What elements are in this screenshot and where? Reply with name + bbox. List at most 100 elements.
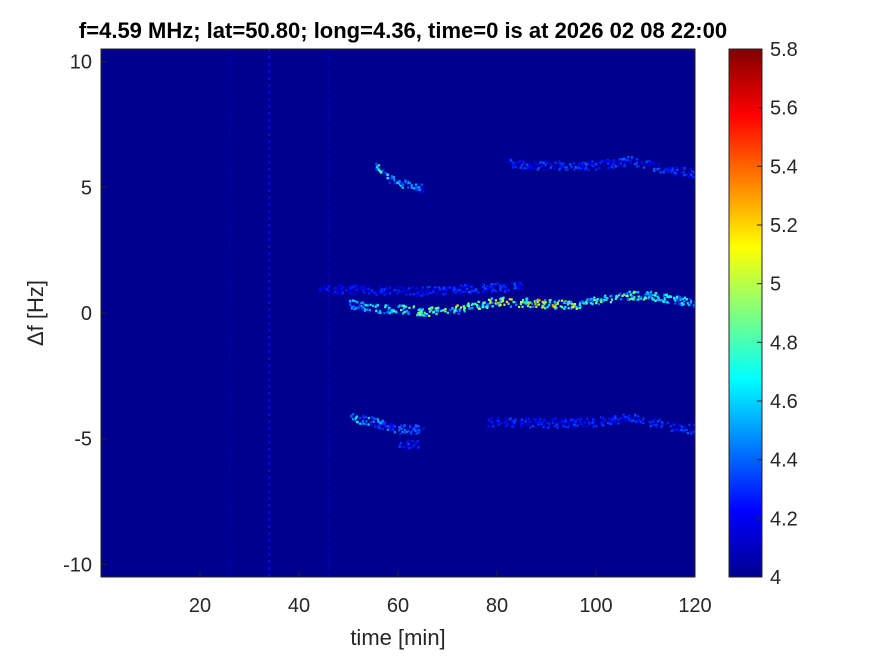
- trace-cell: [564, 305, 567, 309]
- trace-cell: [349, 300, 352, 303]
- trace-cell: [669, 425, 672, 428]
- trace-cell: [518, 160, 521, 163]
- trace-cell: [577, 164, 580, 167]
- trace-cell: [570, 166, 573, 169]
- trace-cell: [404, 180, 407, 184]
- trace-cell: [520, 159, 524, 162]
- trace-cell: [516, 160, 519, 164]
- trace-cell: [534, 303, 537, 306]
- trace-cell: [617, 422, 620, 425]
- trace-cell: [497, 417, 500, 420]
- trace-cell: [514, 286, 517, 290]
- trace-cell: [369, 303, 372, 306]
- trace-cell: [534, 162, 537, 165]
- trace-cell: [498, 301, 502, 304]
- trace-cell: [644, 163, 647, 166]
- trace-cell: [437, 306, 440, 309]
- trace-cell: [692, 430, 695, 433]
- trace-cell: [418, 293, 421, 297]
- trace-cell: [601, 159, 604, 162]
- trace-cell: [362, 289, 365, 292]
- trace-cell: [353, 308, 356, 311]
- trace-cell: [637, 298, 640, 301]
- trace-cell: [460, 290, 463, 293]
- trace-cell: [541, 306, 544, 309]
- trace-cell: [454, 308, 457, 311]
- trace-cell: [354, 418, 357, 421]
- trace-cell: [547, 426, 550, 429]
- colorbar-tick-label: 4.4: [770, 450, 798, 472]
- trace-cell: [623, 158, 626, 161]
- trace-cell: [377, 311, 380, 314]
- trace-cell: [521, 305, 524, 308]
- colorbar-tick-label: 4.2: [770, 508, 798, 530]
- trace-cell: [464, 288, 467, 291]
- trace-cell: [662, 170, 665, 173]
- trace-cell: [411, 286, 414, 289]
- trace-cell: [583, 419, 586, 422]
- trace-cell: [682, 168, 685, 171]
- trace-cell: [413, 432, 416, 436]
- trace-cell: [512, 425, 515, 428]
- trace-cell: [412, 427, 415, 430]
- trace-cell: [588, 421, 591, 424]
- trace-cell: [597, 303, 601, 306]
- trace-cell: [364, 423, 367, 426]
- trace-cell: [405, 293, 408, 296]
- trace-cell: [517, 286, 520, 289]
- trace-cell: [420, 294, 423, 297]
- trace-cell: [395, 311, 398, 314]
- trace-cell: [633, 163, 636, 166]
- trace-cell: [410, 446, 413, 449]
- trace-cell: [422, 427, 425, 430]
- trace-cell: [682, 428, 685, 431]
- trace-cell: [368, 291, 371, 294]
- trace-cell: [661, 423, 664, 426]
- trace-cell: [398, 181, 401, 184]
- trace-cell: [656, 168, 659, 171]
- trace-cell: [498, 304, 501, 307]
- y-axis-label: Δf [Hz]: [23, 280, 48, 346]
- trace-cell: [564, 300, 567, 303]
- trace-cell: [345, 290, 348, 293]
- trace-cell: [509, 305, 513, 308]
- trace-cell: [513, 165, 516, 168]
- trace-cell: [598, 167, 601, 170]
- trace-cell: [387, 427, 390, 431]
- trace-cell: [491, 286, 494, 289]
- trace-cell: [334, 286, 338, 289]
- trace-cell: [475, 289, 478, 292]
- trace-cell: [629, 160, 632, 163]
- trace-cell: [486, 304, 489, 308]
- trace-cell: [626, 298, 629, 301]
- trace-cell: [364, 288, 367, 291]
- trace-cell: [563, 425, 566, 428]
- trace-cell: [581, 300, 584, 303]
- trace-cell: [602, 164, 606, 167]
- trace-cell: [503, 421, 506, 424]
- trace-cell: [582, 161, 585, 164]
- trace-cell: [386, 173, 389, 176]
- trace-cell: [564, 421, 567, 424]
- trace-cell: [553, 425, 556, 428]
- trace-cell: [506, 283, 509, 286]
- trace-cell: [498, 422, 501, 425]
- trace-cell: [573, 424, 576, 427]
- trace-cell: [512, 423, 516, 426]
- trace-cell: [463, 305, 466, 308]
- trace-cell: [418, 186, 421, 189]
- trace-cell: [551, 418, 554, 421]
- trace-cell: [392, 428, 395, 431]
- trace-cell: [678, 300, 681, 303]
- trace-cell: [682, 430, 685, 433]
- trace-cell: [386, 304, 389, 307]
- trace-cell: [563, 307, 566, 310]
- trace-cell: [577, 163, 580, 166]
- trace-cell: [408, 181, 411, 184]
- trace-cell: [604, 294, 607, 297]
- trace-cell: [511, 162, 514, 165]
- trace-cell: [610, 298, 614, 301]
- trace-cell: [511, 425, 514, 428]
- trace-cell: [426, 291, 429, 295]
- trace-cell: [623, 293, 626, 296]
